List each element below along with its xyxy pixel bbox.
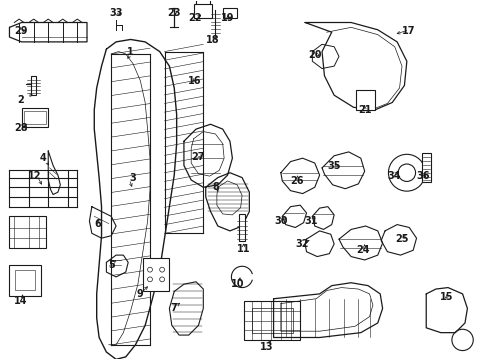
Polygon shape (305, 23, 406, 110)
Bar (9, 265, 41, 296)
Bar (142, 257, 169, 292)
Text: 20: 20 (307, 50, 321, 60)
Polygon shape (89, 207, 116, 238)
Text: 17: 17 (401, 26, 414, 36)
Text: 23: 23 (167, 8, 181, 18)
Text: 9: 9 (137, 289, 143, 299)
Text: 34: 34 (386, 171, 400, 181)
Text: 28: 28 (14, 123, 27, 133)
Bar (31, 76, 36, 95)
Text: 14: 14 (14, 296, 27, 306)
Bar (239, 214, 244, 240)
Text: 11: 11 (236, 244, 250, 254)
Polygon shape (273, 283, 382, 337)
Bar (251, 309, 292, 333)
Text: 4: 4 (40, 153, 47, 163)
Polygon shape (183, 124, 232, 187)
Bar (9, 216, 46, 248)
Text: 16: 16 (188, 76, 202, 86)
Text: 25: 25 (394, 234, 408, 244)
Polygon shape (106, 255, 128, 277)
Text: 12: 12 (28, 171, 42, 181)
Text: 5: 5 (108, 260, 114, 270)
Polygon shape (205, 173, 249, 231)
Polygon shape (426, 288, 467, 333)
Bar (421, 153, 430, 183)
Polygon shape (48, 151, 60, 194)
Text: 7: 7 (170, 303, 177, 314)
Polygon shape (169, 282, 203, 335)
Text: 30: 30 (274, 216, 287, 226)
Text: 35: 35 (327, 161, 340, 171)
Text: 3: 3 (129, 172, 136, 183)
Bar (355, 90, 375, 110)
Text: 36: 36 (415, 171, 428, 181)
Polygon shape (380, 225, 416, 255)
Text: 32: 32 (294, 239, 308, 249)
Text: 27: 27 (191, 152, 205, 162)
Bar (24, 111, 46, 124)
Bar (15, 270, 35, 291)
Polygon shape (305, 231, 333, 257)
Polygon shape (322, 152, 364, 189)
Polygon shape (94, 40, 176, 359)
Text: 13: 13 (259, 342, 272, 352)
Text: 15: 15 (439, 292, 453, 302)
Text: 18: 18 (206, 35, 220, 45)
Bar (222, 8, 237, 18)
Bar (21, 108, 48, 127)
Text: 29: 29 (14, 26, 27, 36)
Polygon shape (338, 226, 382, 260)
Bar (244, 301, 300, 340)
Bar (193, 4, 212, 18)
Text: 6: 6 (95, 219, 102, 229)
Polygon shape (9, 23, 87, 42)
Polygon shape (280, 158, 319, 194)
Text: 22: 22 (188, 13, 202, 23)
Text: 1: 1 (127, 46, 134, 57)
Text: 10: 10 (230, 279, 244, 289)
Text: 2: 2 (17, 95, 24, 105)
Text: 33: 33 (109, 8, 122, 18)
Text: 24: 24 (356, 245, 369, 255)
Text: 8: 8 (212, 182, 219, 192)
Text: 19: 19 (221, 13, 234, 23)
Text: 26: 26 (289, 176, 303, 186)
Text: 21: 21 (357, 105, 371, 115)
Text: 31: 31 (304, 216, 318, 226)
